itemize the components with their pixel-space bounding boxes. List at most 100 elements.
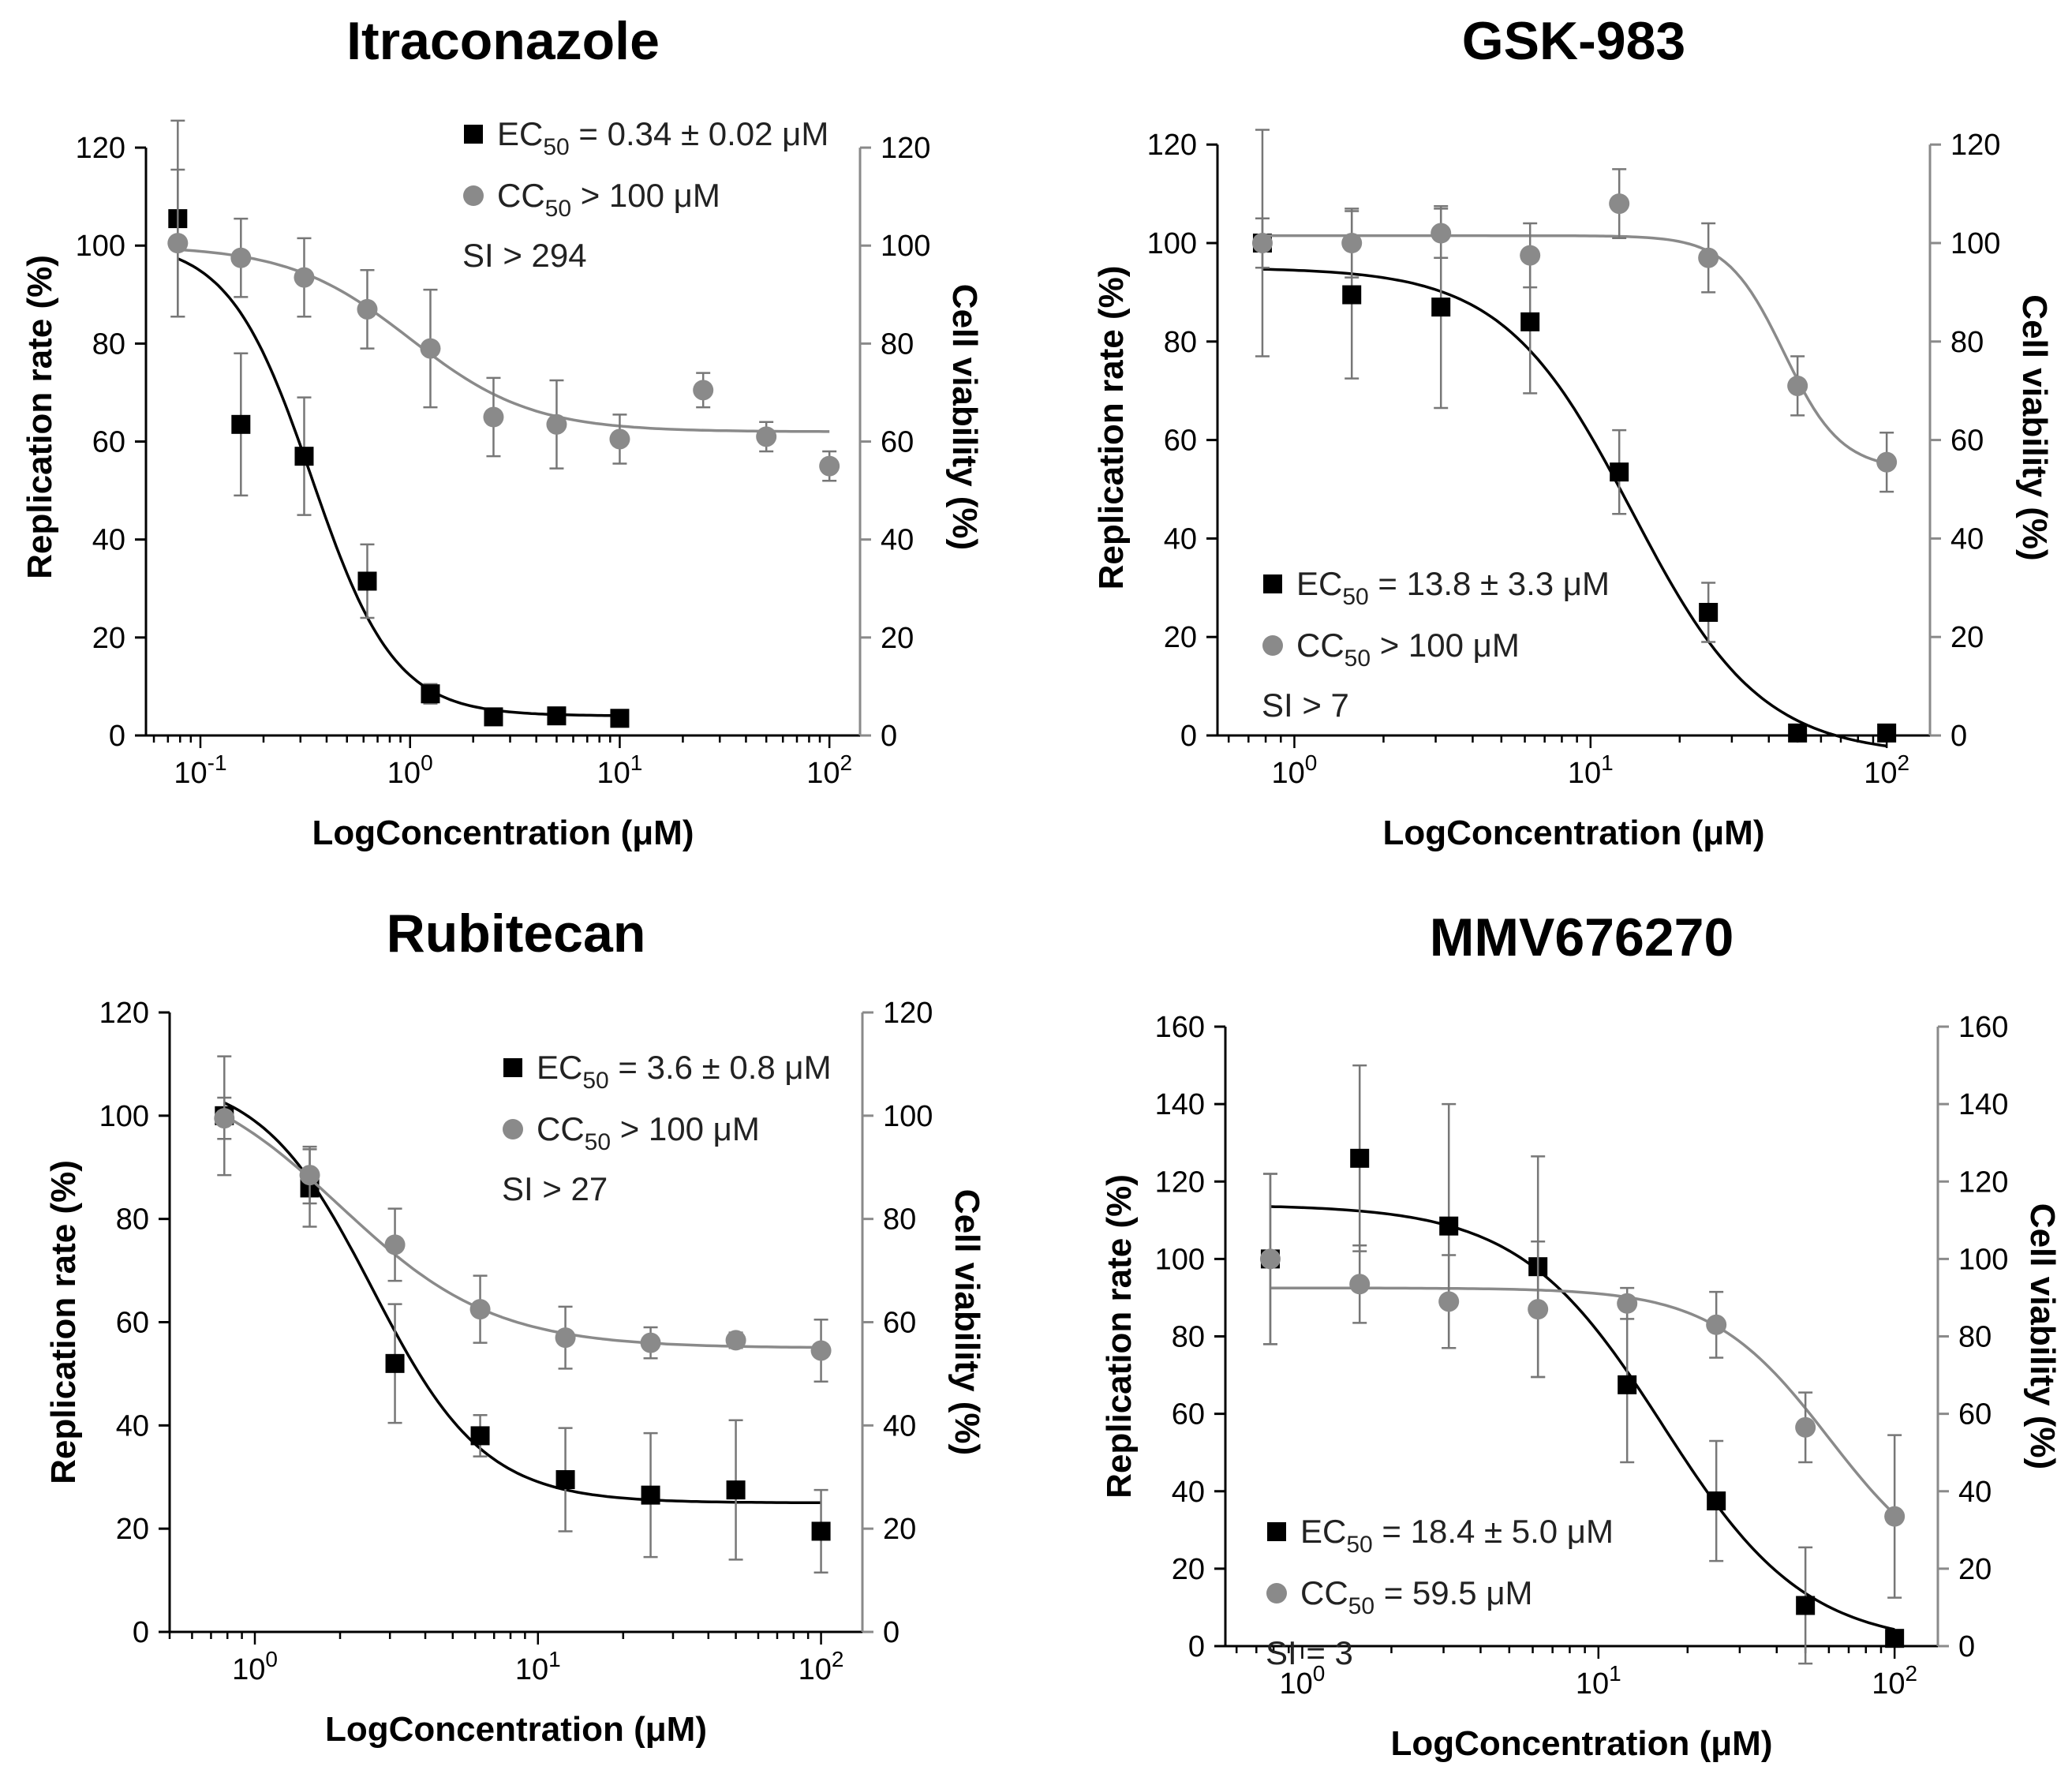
y-tick-label-right: 20 [883,1513,916,1546]
chart-gsk-983: GSK-983 0 0 20 20 40 40 60 60 80 80 100 100 120 120 100… [1092,11,2054,852]
y-tick-label-right: 0 [1958,1630,1975,1663]
cc50-point [1884,1506,1906,1527]
cc50-point [299,1165,320,1186]
y-axis-label-right: Cell viability (%) [945,284,984,550]
y-tick-label-right: 120 [1950,129,2000,162]
y-tick-label-right: 20 [1950,621,1984,654]
cc50-point [1609,193,1630,215]
cc50-point [810,1340,832,1361]
cc50-point [756,426,777,447]
cc50-point [1259,1248,1281,1270]
y-tick-label-left: 20 [1164,621,1197,654]
ec50-point [726,1480,746,1500]
y-tick-label-right: 40 [1950,522,1984,556]
cc50-point [420,338,441,359]
y-axis-label-left: Replication rate (%) [1100,1174,1139,1499]
y-tick-label-left: 120 [99,997,149,1030]
y-tick-label-right: 160 [1958,1011,2008,1044]
legend-marker-cc50 [1266,1583,1287,1604]
series-ec50 [1260,1064,1905,1665]
legend-ec50: EC50 = 13.8 ± 3.3 μM [1296,565,1610,610]
y-tick-label-left: 60 [1172,1398,1205,1431]
fit-curve [177,257,620,717]
y-tick-label-right: 80 [883,1203,916,1237]
y-tick-label-right: 0 [1950,720,1967,753]
selectivity-index: SI > 7 [1262,687,1349,724]
x-tick-label: 102 [806,750,852,790]
ec50-point [610,709,630,728]
y-tick-label-left: 80 [1164,326,1197,359]
ec50-point [1431,298,1451,317]
ec50-point [484,707,503,727]
x-axis-label: LogConcentration (μM) [1383,814,1765,852]
cc50-point [357,298,378,320]
series-cc50 [167,168,840,482]
x-tick-label: 102 [1872,1661,1917,1701]
y-tick-label-left: 160 [1155,1011,1205,1044]
y-tick-label-right: 40 [883,1409,916,1443]
y-tick-label-right: 100 [883,1100,933,1133]
y-tick-label-left: 20 [1172,1553,1205,1586]
cc50-point [555,1327,576,1349]
cc50-point [1431,223,1452,244]
legend-cc50: CC50 > 100 μM [537,1110,760,1155]
cc50-point [1876,451,1898,473]
chart-title: Itraconazole [346,11,660,71]
y-tick-label-left: 100 [1147,227,1197,260]
y-tick-label-left: 60 [1164,425,1197,458]
x-tick-label: 100 [232,1647,278,1686]
series-cc50 [214,1096,832,1383]
cc50-point [469,1299,491,1320]
chart-itraconazole: Itraconazole 0 0 20 20 40 40 60 60 80 80 100 100 120 1… [21,11,984,852]
y-tick-label-right: 20 [1958,1553,1992,1586]
ec50-point [1520,312,1540,331]
y-tick-label-right: 60 [1950,425,1984,458]
y-tick-label-right: 140 [1958,1088,2008,1121]
y-tick-label-left: 120 [76,132,125,165]
y-tick-label-right: 100 [1958,1243,2008,1276]
ec50-point [357,571,377,591]
legend-ec50: EC50 = 3.6 ± 0.8 μM [537,1049,832,1094]
x-tick-label: 100 [387,750,433,790]
x-axis-label: LogConcentration (μM) [312,814,694,852]
cc50-point [384,1234,406,1255]
y-axis-label-left: Replication rate (%) [1092,266,1131,590]
x-tick-label: 102 [799,1647,844,1686]
cc50-point [725,1330,746,1351]
ec50-point [1342,285,1362,305]
fit-curve [1270,1286,1896,1516]
y-axis-label-right: Cell viability (%) [2023,1203,2062,1469]
ec50-point [385,1353,405,1373]
chart-title: Rubitecan [387,904,646,964]
cc50-point [230,247,252,268]
fit-curve [178,248,830,433]
ec50-point [555,1470,575,1490]
y-tick-label-left: 80 [116,1203,149,1237]
y-tick-label-left: 100 [76,230,125,263]
ec50-point [811,1521,831,1541]
ec50-point [231,414,251,434]
y-tick-label-left: 80 [1172,1321,1205,1354]
legend-marker-ec50 [464,125,483,144]
cc50-point [819,455,840,477]
ec50-point [1699,603,1719,622]
y-tick-label-left: 60 [116,1307,149,1340]
fit-curve [1262,268,1887,748]
legend-ec50: EC50 = 18.4 ± 5.0 μM [1300,1513,1614,1558]
y-tick-label-right: 80 [1958,1321,1992,1354]
y-tick-label-left: 60 [92,426,125,459]
y-tick-label-right: 120 [881,132,930,165]
cc50-point [546,414,567,435]
x-tick-label: 100 [1280,1661,1326,1701]
y-tick-label-right: 20 [881,622,914,655]
y-tick-label-right: 40 [1958,1476,1992,1509]
ec50-point [294,447,314,466]
x-axis-label: LogConcentration (μM) [325,1710,707,1749]
y-tick-label-left: 40 [1164,522,1197,556]
y-tick-label-left: 40 [116,1409,149,1443]
fit-curve [223,1101,821,1505]
x-tick-label: 101 [515,1647,561,1686]
legend-cc50: CC50 > 100 μM [1296,627,1520,672]
legend-marker-cc50 [1262,635,1283,656]
